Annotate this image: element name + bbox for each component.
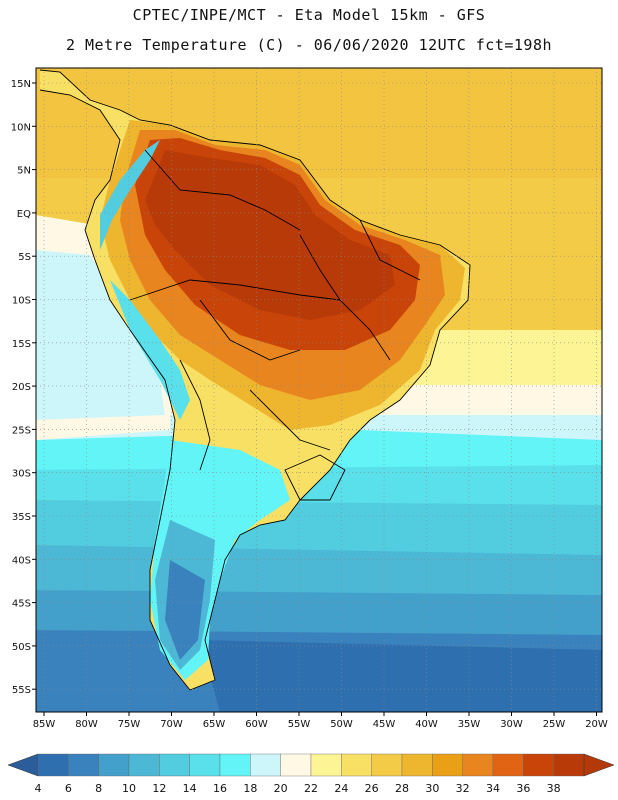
lon-tick-label: 25W bbox=[543, 719, 566, 730]
colorbar-label: 6 bbox=[65, 782, 72, 795]
lon-tick-label: 55W bbox=[288, 719, 311, 730]
colorbar-high-arrow bbox=[583, 753, 615, 777]
lon-tick-label: 50W bbox=[330, 719, 353, 730]
colorbar-label: 36 bbox=[516, 782, 530, 795]
lat-tick-label: 10N bbox=[11, 122, 31, 133]
lat-tick-label: EQ bbox=[17, 209, 31, 220]
colorbar: 4 6 8 10 12 14 16 18 20 22 24 26 28 30 32 34 36 38 bbox=[7, 753, 615, 795]
colorbar-segment bbox=[462, 753, 494, 777]
lon-tick-label: 45W bbox=[373, 719, 396, 730]
colorbar-label: 32 bbox=[456, 782, 470, 795]
lon-tick-label: 75W bbox=[118, 719, 141, 730]
lat-tick-label: 45S bbox=[12, 599, 31, 610]
colorbar-segment bbox=[280, 753, 312, 777]
lon-tick-label: 20W bbox=[585, 719, 608, 730]
colorbar-label: 14 bbox=[183, 782, 197, 795]
colorbar-label: 28 bbox=[395, 782, 409, 795]
lon-tick-label: 85W bbox=[33, 719, 56, 730]
colorbar-segment bbox=[523, 753, 554, 777]
lon-tick-label: 80W bbox=[75, 719, 98, 730]
lon-tick-label: 35W bbox=[458, 719, 481, 730]
colorbar-label: 20 bbox=[274, 782, 288, 795]
lon-tick-label: 60W bbox=[245, 719, 268, 730]
lat-tick-label: 25S bbox=[12, 425, 31, 436]
colorbar-low-arrow bbox=[7, 753, 39, 777]
latitude-axis: 15N 10N 5N EQ 5S 10S 15S 20S 25S 30S 35S 40S 45S 50S 5… bbox=[11, 79, 36, 696]
colorbar-segment bbox=[341, 753, 372, 777]
lat-tick-label: 5N bbox=[17, 166, 31, 177]
graticule-grid bbox=[36, 68, 602, 712]
map-title-line1: CPTEC/INPE/MCT - Eta Model 15km - GFS bbox=[132, 6, 486, 24]
longitude-axis: 85W 80W 75W 70W 65W 60W 55W 50W 45W 40W 35W 30W 25W 2… bbox=[33, 712, 608, 730]
lat-tick-label: 55S bbox=[12, 685, 31, 696]
lat-tick-label: 15S bbox=[12, 339, 31, 350]
colorbar-label: 34 bbox=[486, 782, 500, 795]
colorbar-label: 30 bbox=[425, 782, 439, 795]
lon-tick-label: 30W bbox=[500, 719, 523, 730]
map-title-line2: 2 Metre Temperature (C) - 06/06/2020 12U… bbox=[65, 36, 553, 54]
lon-tick-label: 65W bbox=[203, 719, 226, 730]
colorbar-segment bbox=[37, 753, 69, 777]
colorbar-label: 10 bbox=[122, 782, 136, 795]
lat-tick-label: 40S bbox=[12, 555, 31, 566]
colorbar-segment bbox=[219, 753, 251, 777]
colorbar-segment bbox=[189, 753, 221, 777]
colorbar-label: 26 bbox=[365, 782, 379, 795]
colorbar-label: 16 bbox=[213, 782, 227, 795]
colorbar-segment bbox=[159, 753, 190, 777]
colorbar-segment bbox=[68, 753, 99, 777]
colorbar-label: 24 bbox=[334, 782, 348, 795]
colorbar-label: 38 bbox=[547, 782, 561, 795]
colorbar-segment bbox=[432, 753, 463, 777]
colorbar-segment bbox=[401, 753, 433, 777]
colorbar-label: 22 bbox=[304, 782, 318, 795]
colorbar-label: 18 bbox=[243, 782, 257, 795]
colorbar-label: 12 bbox=[152, 782, 166, 795]
colorbar-segment bbox=[128, 753, 160, 777]
map-frame bbox=[35, 67, 603, 713]
colorbar-label: 8 bbox=[95, 782, 102, 795]
lat-tick-label: 20S bbox=[12, 382, 31, 393]
lat-tick-label: 10S bbox=[12, 296, 31, 307]
lat-tick-label: 35S bbox=[12, 512, 31, 523]
lat-tick-label: 5S bbox=[18, 252, 31, 263]
colorbar-label: 4 bbox=[35, 782, 42, 795]
temperature-field bbox=[36, 68, 602, 712]
colorbar-segment bbox=[98, 753, 130, 777]
colorbar-segment bbox=[492, 753, 524, 777]
coastline-borders bbox=[39, 69, 471, 691]
colorbar-segment bbox=[310, 753, 342, 777]
lat-tick-label: 30S bbox=[12, 469, 31, 480]
lon-tick-label: 70W bbox=[160, 719, 183, 730]
colorbar-segment bbox=[371, 753, 403, 777]
lon-tick-label: 40W bbox=[415, 719, 438, 730]
lat-tick-label: 15N bbox=[11, 79, 31, 90]
colorbar-segment bbox=[553, 753, 585, 777]
lat-tick-label: 50S bbox=[12, 642, 31, 653]
colorbar-segment bbox=[250, 753, 281, 777]
